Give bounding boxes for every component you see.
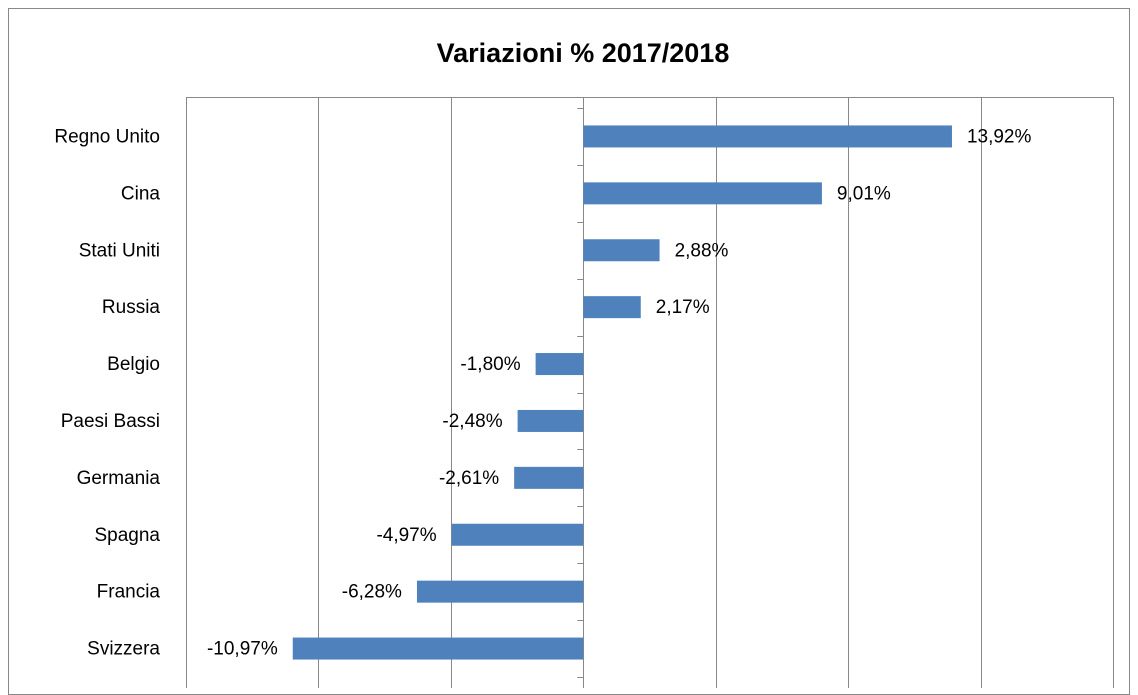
data-label: 2,17% bbox=[656, 297, 710, 318]
data-label: -6,28% bbox=[342, 582, 402, 603]
data-label: 2,88% bbox=[675, 240, 729, 261]
data-label: -2,48% bbox=[442, 411, 502, 432]
bar bbox=[416, 580, 584, 603]
bar bbox=[517, 409, 584, 432]
y-tick-label: Svizzera bbox=[87, 639, 160, 660]
data-label: -4,97% bbox=[376, 525, 436, 546]
y-tick-label: Francia bbox=[97, 582, 161, 603]
bar bbox=[514, 466, 584, 489]
y-tick-label: Cina bbox=[121, 183, 161, 204]
bar bbox=[535, 353, 584, 376]
y-tick-label: Paesi Bassi bbox=[61, 411, 160, 432]
data-label: 9,01% bbox=[837, 183, 891, 204]
bar bbox=[583, 296, 641, 319]
y-tick-label: Regno Unito bbox=[54, 126, 160, 147]
data-label: 13,92% bbox=[967, 126, 1032, 147]
bar bbox=[583, 182, 822, 205]
bar bbox=[451, 523, 584, 546]
chart-border bbox=[8, 8, 1130, 695]
bar bbox=[292, 637, 584, 660]
chart-title: Variazioni % 2017/2018 bbox=[437, 38, 730, 68]
bar bbox=[583, 239, 660, 262]
y-tick-label: Russia bbox=[102, 297, 161, 318]
data-label: -2,61% bbox=[439, 468, 499, 489]
y-tick-label: Belgio bbox=[107, 354, 160, 375]
y-tick-label: Germania bbox=[77, 468, 161, 489]
bar bbox=[583, 125, 952, 148]
data-label: -10,97% bbox=[207, 639, 278, 660]
y-tick-label: Stati Uniti bbox=[79, 240, 160, 261]
data-label: -1,80% bbox=[460, 354, 520, 375]
y-tick-label: Spagna bbox=[94, 525, 160, 546]
